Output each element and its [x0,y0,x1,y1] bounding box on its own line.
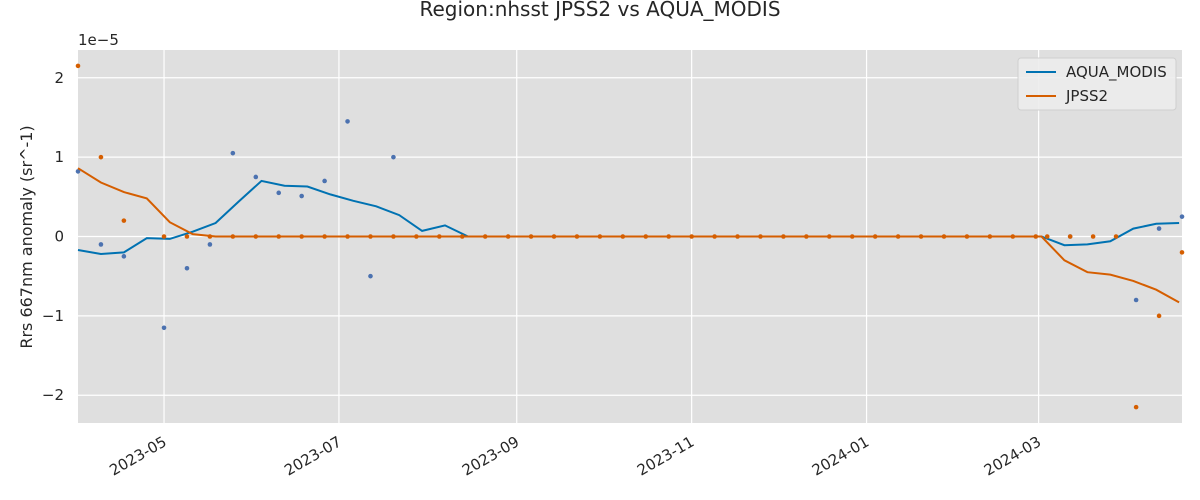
legend: AQUA_MODIS JPSS2 [1017,57,1177,111]
data-point-jpss2 [1044,234,1050,239]
data-point-jpss2 [98,154,104,160]
x-tick-label: 2024-03 [981,433,1044,480]
data-point-jpss2 [75,63,81,69]
legend-label-jpss2: JPSS2 [1065,87,1108,105]
data-point-aqua-modis [299,193,304,199]
data-point-aqua-modis [184,265,190,271]
data-point-jpss2 [964,234,970,239]
series-line-jpss2 [77,167,1180,304]
data-point-jpss2 [872,234,878,239]
data-point-aqua-modis [276,190,282,196]
data-point-jpss2 [1113,234,1119,239]
data-point-aqua-modis [368,273,373,279]
data-point-jpss2 [391,234,396,239]
x-tick-label: 2023-05 [106,433,169,480]
data-point-jpss2 [551,234,557,239]
data-point-jpss2 [368,234,373,239]
data-point-jpss2 [322,234,327,239]
data-point-jpss2 [689,234,694,239]
x-axis: 2023-05 2023-07 2023-09 2023-11 2024-01 2024-… [106,433,1044,480]
data-point-aqua-modis [1156,226,1162,231]
y-tick-label: 2 [54,69,64,87]
data-point-jpss2 [574,234,580,239]
data-point-jpss2 [1033,234,1039,239]
data-point-jpss2 [345,234,350,239]
data-point-aqua-modis [121,254,127,259]
data-point-aqua-modis [98,242,104,247]
chart-title: Region:nhsst JPSS2 vs AQUA_MODIS [419,0,780,21]
y-tick-label: 1 [54,148,64,166]
data-point-jpss2 [895,234,901,239]
data-point-jpss2 [1067,234,1073,239]
data-point-jpss2 [161,234,167,239]
data-point-jpss2 [1133,404,1139,410]
data-point-jpss2 [735,234,740,239]
data-point-jpss2 [712,234,717,239]
data-point-jpss2 [482,234,488,239]
data-point-jpss2 [414,234,419,239]
data-point-aqua-modis [75,169,81,174]
x-tick-label: 2023-07 [281,433,344,480]
data-point-jpss2 [230,234,236,239]
data-point-jpss2 [804,234,809,239]
data-point-aqua-modis [230,150,236,156]
legend-label-aqua-modis: AQUA_MODIS [1066,63,1167,82]
data-point-jpss2 [253,234,259,239]
data-point-aqua-modis [345,119,350,124]
data-point-aqua-modis [207,242,213,247]
data-point-jpss2 [758,234,763,239]
y-offset-text: 1e−5 [78,31,119,49]
data-point-jpss2 [918,234,924,239]
data-point-jpss2 [276,234,282,239]
data-point-jpss2 [299,234,304,239]
data-point-jpss2 [826,234,832,239]
data-point-aqua-modis [1179,214,1185,219]
data-point-jpss2 [459,234,465,239]
y-axis: −2 −1 0 1 2 [42,69,64,404]
x-tick-label: 2024-01 [809,433,872,480]
data-point-jpss2 [1090,234,1096,239]
data-point-jpss2 [207,234,213,239]
data-point-jpss2 [121,218,127,223]
data-point-jpss2 [505,234,511,239]
x-tick-label: 2023-11 [634,433,697,480]
data-point-jpss2 [620,234,626,239]
x-tick-label: 2023-09 [459,433,522,480]
y-tick-label: −1 [42,307,64,325]
data-point-jpss2 [941,234,947,239]
data-point-jpss2 [1179,250,1185,255]
data-point-jpss2 [643,234,649,239]
data-point-jpss2 [849,234,855,239]
data-point-jpss2 [437,234,442,239]
data-point-jpss2 [528,234,534,239]
series-layer [75,63,1185,410]
y-tick-label: 0 [54,228,64,246]
data-point-aqua-modis [1133,297,1139,303]
data-point-jpss2 [184,234,190,239]
legend-box [1017,57,1177,111]
y-axis-label: Rrs 667nm anomaly (sr^-1) [17,125,36,348]
data-point-jpss2 [666,234,672,239]
data-point-aqua-modis [391,154,396,160]
y-tick-label: −2 [42,386,64,404]
data-point-jpss2 [1156,313,1162,319]
data-point-jpss2 [781,234,786,239]
data-point-jpss2 [987,234,993,239]
data-point-aqua-modis [322,178,327,184]
data-point-jpss2 [597,234,603,239]
data-point-aqua-modis [253,174,259,180]
data-point-jpss2 [1010,234,1016,239]
data-point-aqua-modis [161,325,167,331]
